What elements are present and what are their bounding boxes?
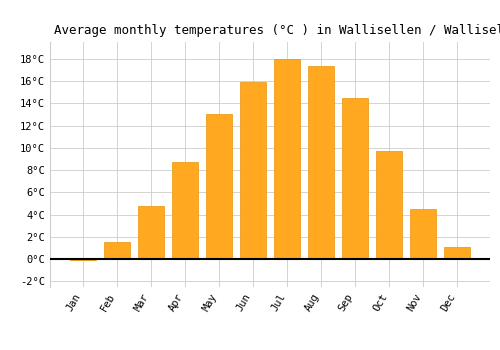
Bar [138, 206, 164, 259]
Text: Average monthly temperatures (°C ) in Wallisellen / Wallisellen-Ost: Average monthly temperatures (°C ) in Wa… [54, 24, 500, 37]
Bar [70, 259, 96, 260]
Bar [444, 247, 470, 259]
Bar [240, 82, 266, 259]
Bar [308, 66, 334, 259]
Bar [206, 114, 232, 259]
Bar [172, 162, 198, 259]
Bar [410, 209, 436, 259]
Bar [104, 243, 130, 259]
Bar [342, 98, 368, 259]
Bar [274, 59, 300, 259]
Bar [376, 151, 402, 259]
